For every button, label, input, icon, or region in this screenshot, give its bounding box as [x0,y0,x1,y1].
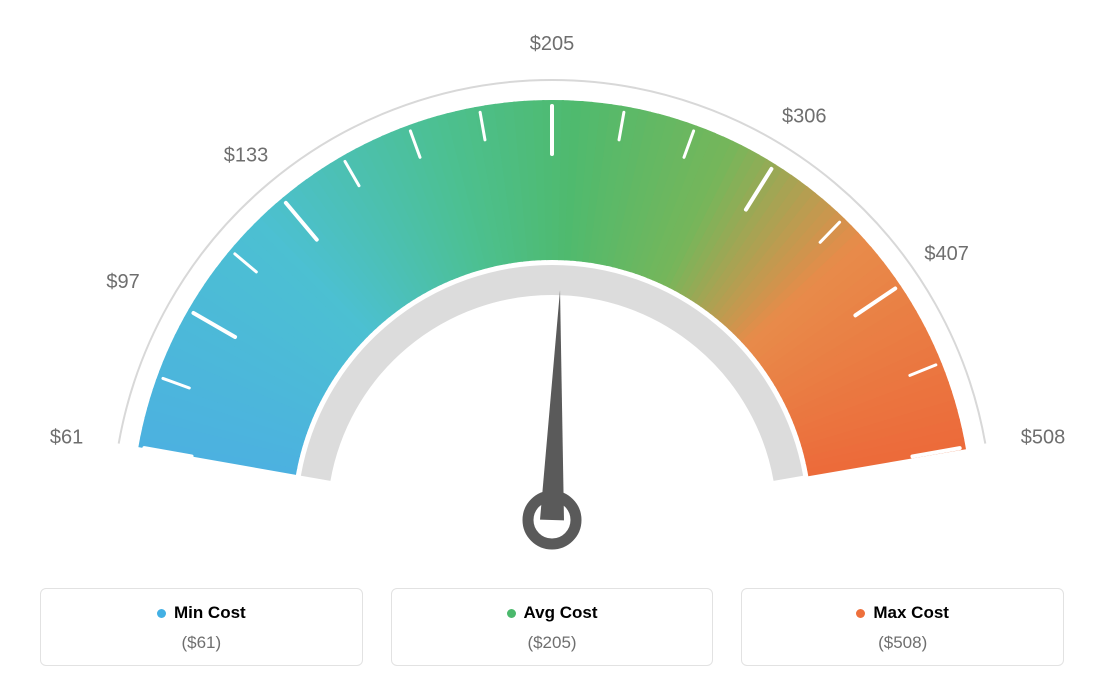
legend-dot-min [157,609,166,618]
gauge-needle [540,290,564,520]
tick-label: $306 [782,105,827,127]
legend-dot-avg [507,609,516,618]
tick-label: $407 [924,243,969,265]
cost-gauge-chart: $61 $97 $133 $205 $306 $407 $508 Min Cost ($61… [0,0,1104,690]
legend-value-max: ($508) [752,633,1053,653]
legend-value-min: ($61) [51,633,352,653]
legend-label-max: Max Cost [873,603,949,623]
tick-label: $205 [530,33,575,55]
legend-card-avg: Avg Cost ($205) [391,588,714,666]
tick-label: $97 [106,271,139,293]
tick-label: $508 [1021,426,1066,448]
legend-title-max: Max Cost [856,603,949,623]
legend-label-avg: Avg Cost [524,603,598,623]
legend-label-min: Min Cost [174,603,246,623]
legend-card-min: Min Cost ($61) [40,588,363,666]
legend-row: Min Cost ($61) Avg Cost ($205) Max Cost … [40,588,1064,666]
tick-label: $133 [224,144,269,166]
tick-label: $61 [50,426,83,448]
legend-dot-max [856,609,865,618]
legend-value-avg: ($205) [402,633,703,653]
legend-title-min: Min Cost [157,603,246,623]
gauge-svg: $61 $97 $133 $205 $306 $407 $508 [0,0,1104,560]
legend-card-max: Max Cost ($508) [741,588,1064,666]
legend-title-avg: Avg Cost [507,603,598,623]
